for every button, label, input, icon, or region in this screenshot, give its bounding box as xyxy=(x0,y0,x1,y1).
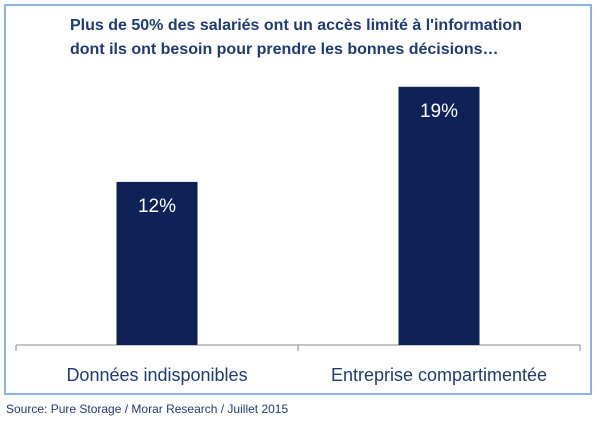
chart-title: Plus de 50% des salariés ont un accès li… xyxy=(70,14,550,62)
data-label-1: 12% xyxy=(138,196,176,217)
chart-frame xyxy=(4,4,592,395)
chart-title-line-1: Plus de 50% des salariés ont un accès li… xyxy=(70,17,522,34)
source-note: Source: Pure Storage / Morar Research / … xyxy=(6,402,289,416)
category-label-1: Données indisponibles xyxy=(66,365,247,385)
bar-1 xyxy=(116,181,198,345)
data-label-2: 19% xyxy=(420,101,458,122)
bars-group: 12% 19% xyxy=(116,86,480,345)
category-label-2: Entreprise compartimentée xyxy=(331,365,547,385)
bar-2 xyxy=(398,86,480,345)
chart-title-line-2: dont ils ont besoin pour prendre les bon… xyxy=(70,41,499,58)
category-labels-group: Données indisponibles Entreprise comparti… xyxy=(66,365,547,385)
